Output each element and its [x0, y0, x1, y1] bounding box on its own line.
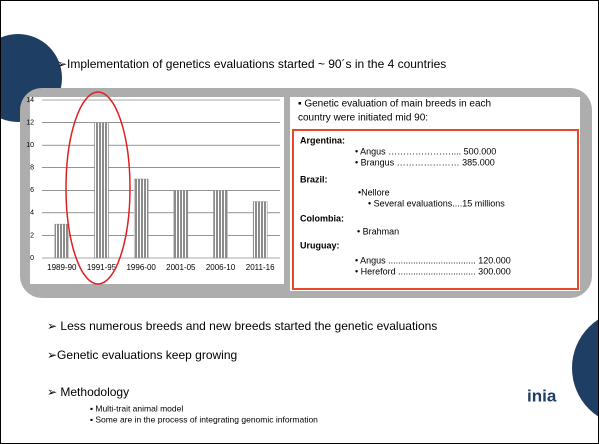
highlight-box — [292, 129, 579, 290]
country-name: Colombia: — [300, 213, 344, 223]
bar — [252, 201, 268, 259]
x-tick-label: 2011-16 — [246, 263, 275, 272]
bar — [213, 190, 228, 259]
sub-bullet: ▪ Some are in the process of integrating… — [90, 414, 318, 424]
sub-bullet: ▪ Multi-trait animal model — [90, 403, 183, 413]
bullet: ➢ Methodology — [47, 385, 129, 399]
x-tick-label: 2001-05 — [166, 263, 196, 272]
title: ➢Implementation of genetics evaluations … — [57, 57, 446, 71]
x-tick-label: 1996-00 — [126, 263, 156, 272]
x-tick-label: 2006-10 — [206, 263, 236, 272]
country-line: • Brangus ………………… 385.000 — [355, 157, 495, 167]
country-line: • Hereford .............................… — [355, 266, 511, 276]
logo: inia — [527, 386, 557, 405]
country-name: Brazil: — [300, 174, 328, 184]
decor-circle — [572, 318, 599, 418]
y-tick-label: 6 — [30, 187, 34, 194]
bar — [173, 190, 189, 259]
y-tick-label: 4 — [30, 210, 34, 217]
x-tick-label: 1989-90 — [47, 263, 77, 272]
country-line: •Nellore — [358, 187, 390, 197]
box-heading: country were initiated mid 90: — [298, 113, 428, 124]
y-tick-label: 10 — [26, 142, 34, 149]
country-line: • Angus ................................… — [355, 255, 511, 265]
country-line: • Angus ………………….... 500.000 — [355, 146, 496, 156]
country-line: • Brahman — [357, 226, 399, 236]
country-name: Uruguay: — [300, 240, 340, 250]
country-name: Argentina: — [300, 135, 345, 145]
y-tick-label: 2 — [30, 232, 34, 239]
x-tick-label: 1991-95 — [87, 263, 117, 272]
y-tick-label: 14 — [26, 97, 34, 104]
highlight-ellipse — [65, 91, 131, 285]
bullet: ➢ Less numerous breeds and new breeds st… — [47, 319, 437, 333]
bullet: ➢Genetic evaluations keep growing — [47, 348, 237, 362]
country-line: • Several evaluations....15 millions — [368, 198, 505, 208]
box-heading: ▪ Genetic evaluation of main breeds in e… — [298, 99, 491, 110]
y-tick-label: 12 — [26, 119, 34, 126]
y-tick-label: 0 — [30, 255, 34, 262]
bar — [94, 122, 109, 259]
bar — [133, 178, 149, 259]
y-tick-label: 8 — [30, 165, 34, 172]
bar — [54, 223, 70, 259]
